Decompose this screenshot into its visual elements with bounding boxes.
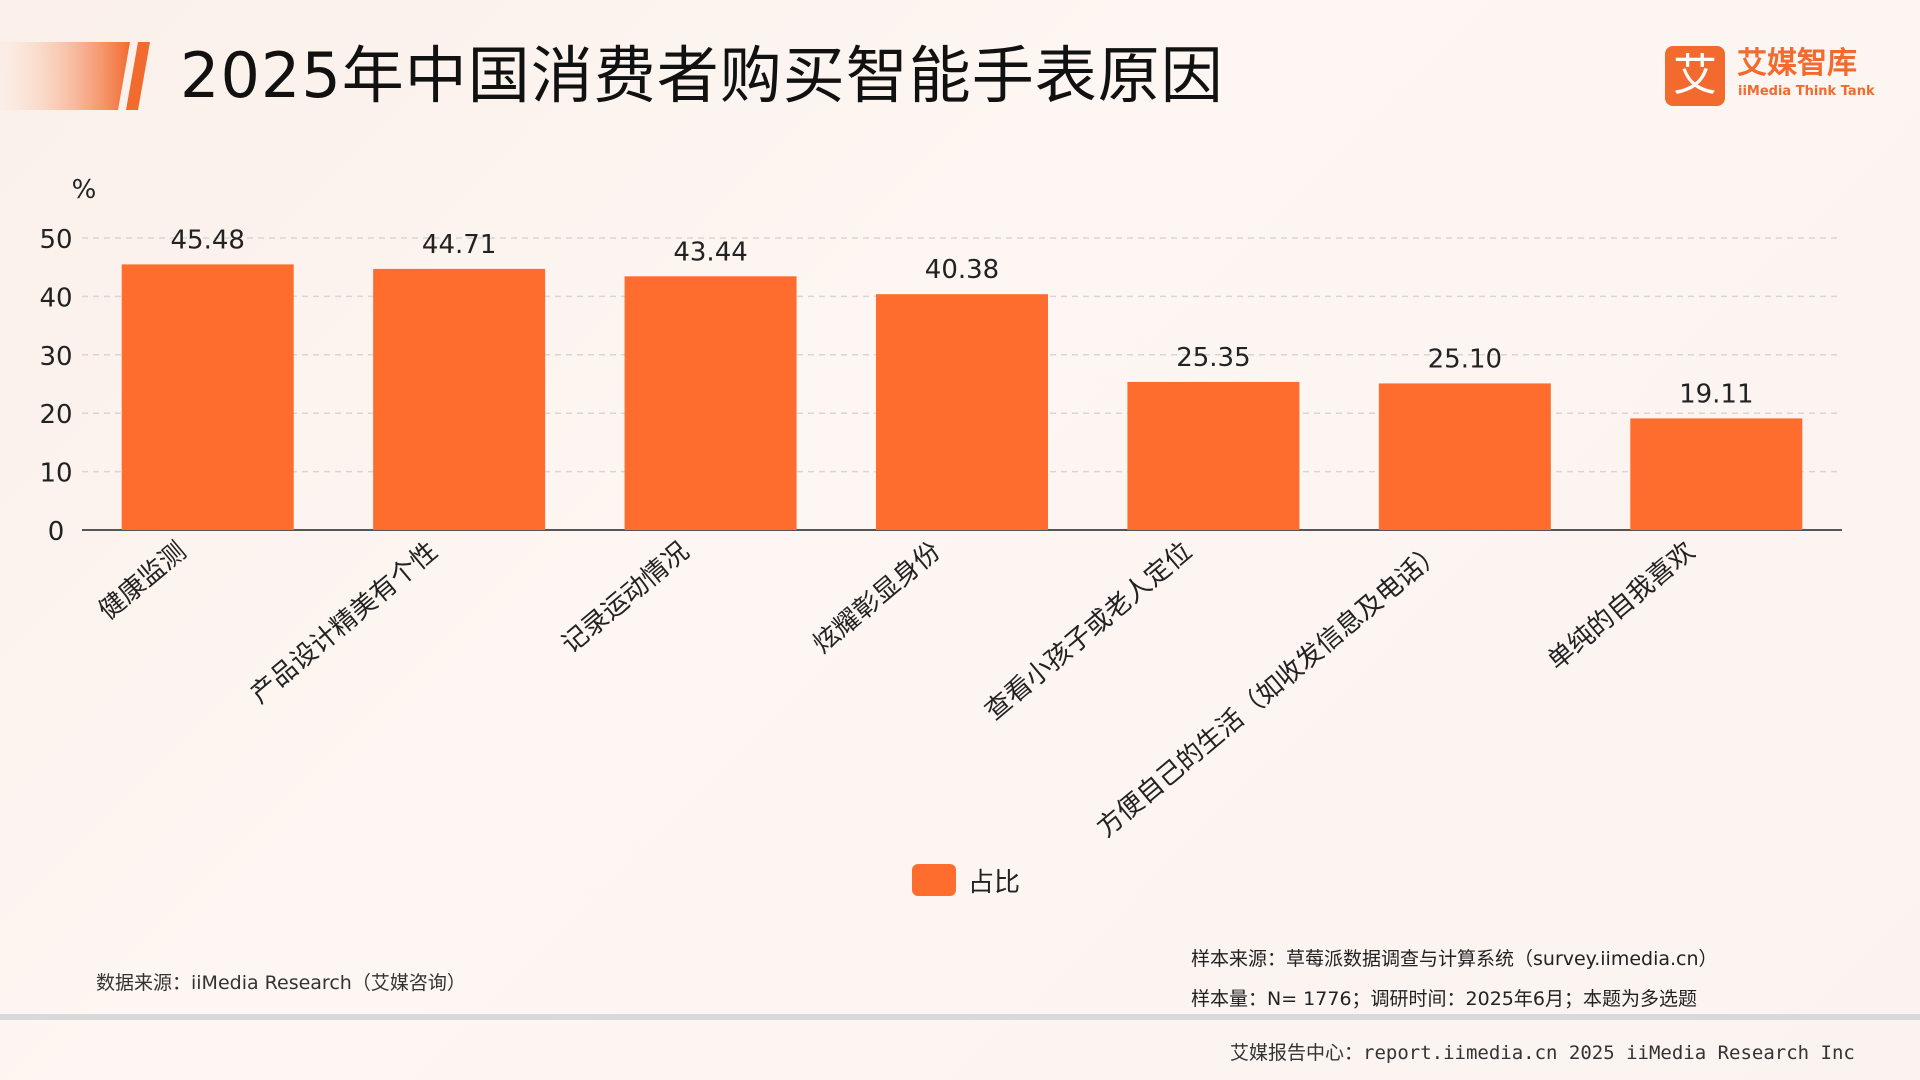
category-label: 健康监测: [93, 536, 192, 626]
bar: [1630, 418, 1803, 530]
data-label: 25.10: [1428, 344, 1502, 374]
data-source-note: 数据来源：iiMedia Research（艾媒咨询）: [96, 972, 466, 994]
category-label: 单纯的自我喜欢: [1542, 536, 1701, 676]
logo-mark-icon: 艾: [1665, 46, 1725, 106]
category-label: 查看小孩子或老人定位: [979, 536, 1197, 726]
data-label: 44.71: [422, 230, 496, 260]
footer-divider: [0, 1014, 1920, 1020]
data-label: 40.38: [925, 255, 999, 285]
y-tick-label: 50: [39, 225, 72, 255]
y-tick-label: 0: [48, 517, 65, 547]
bar: [1127, 381, 1300, 530]
category-label: 炫耀彰显身份: [808, 536, 947, 659]
footer-text: 艾媒报告中心：report.iimedia.cn 2025 iiMedia Re…: [1230, 1042, 1855, 1064]
y-tick-label: 40: [39, 283, 72, 313]
data-label: 43.44: [673, 237, 747, 267]
category-label: 产品设计精美有个性: [245, 536, 444, 709]
data-label: 19.11: [1679, 379, 1753, 409]
y-axis-unit: %: [72, 175, 97, 205]
y-tick-label: 10: [39, 459, 72, 489]
legend-swatch: [912, 864, 956, 896]
bar: [1378, 383, 1551, 530]
y-tick-label: 20: [39, 400, 72, 430]
category-label: 记录运动情况: [556, 536, 695, 659]
legend-label: 占比: [968, 867, 1021, 898]
bar: [121, 264, 294, 530]
bar: [624, 276, 797, 530]
y-tick-label: 30: [39, 342, 72, 372]
sample-source-note: 样本来源：草莓派数据调查与计算系统（survey.iimedia.cn）: [1191, 948, 1718, 970]
logo-name-cn: 艾媒智库: [1737, 46, 1857, 81]
chart-legend: 占比: [912, 862, 1020, 898]
title-accent-bar: [0, 42, 150, 110]
page-title: 2025年中国消费者购买智能手表原因: [180, 39, 1224, 112]
data-label: 45.48: [170, 225, 244, 255]
bar-chart: 0 10 20 30 40 50% 45.48 健康监测 44.71 产品设计精美有个性 43.44…: [39, 175, 1842, 840]
bar: [373, 268, 546, 530]
bar: [876, 294, 1048, 530]
sample-size-note: 样本量：N= 1776；调研时间：2025年6月；本题为多选题: [1191, 988, 1697, 1010]
brand-logo: 艾 艾媒智库 iiMedia Think Tank: [1665, 46, 1875, 108]
data-label: 25.35: [1176, 343, 1250, 373]
logo-name-en: iiMedia Think Tank: [1738, 84, 1875, 99]
